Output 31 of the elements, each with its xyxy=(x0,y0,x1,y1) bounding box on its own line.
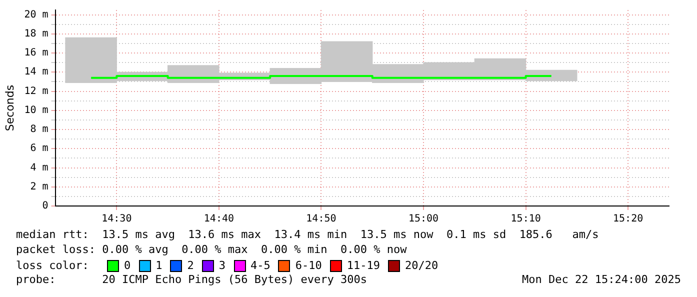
text: median rtt: 13.5 ms avg 13.6 ms max 13.4 ms min 13.5 ms now 0.1 ms sd 185.6 am/s xyxy=(16,228,600,243)
text: 6-10 xyxy=(294,259,322,272)
y-tick-label: 2 m xyxy=(30,181,48,192)
text: 0 xyxy=(123,259,131,272)
y-tick-label: 16 m xyxy=(24,48,48,59)
text: probe: 20 ICMP Echo Pings (56 Bytes) every 300s xyxy=(16,273,367,288)
y-tick-label: 18 m xyxy=(24,28,48,40)
text: 4-5 xyxy=(250,259,270,272)
text: packet loss: 0.00 % avg 0.00 % max 0.00 % min 0.00 % now xyxy=(16,243,408,258)
text: 3 xyxy=(218,259,226,272)
x-tick-label: 15:00 xyxy=(408,214,439,225)
text: 2 xyxy=(186,259,194,272)
y-axis-title: Seconds xyxy=(3,84,16,132)
y-tick-label: 8 m xyxy=(30,124,48,136)
y-tick-label: 0 xyxy=(42,200,48,212)
x-tick-label: 14:50 xyxy=(306,214,336,225)
y-tick-label: 4 m xyxy=(30,162,48,174)
y-tick-label: 12 m xyxy=(24,86,48,97)
y-tick-label: 6 m xyxy=(30,143,48,154)
text: 11-19 xyxy=(346,259,380,272)
y-tick-label: 10 m xyxy=(24,104,48,116)
x-tick-label: 14:40 xyxy=(204,214,234,225)
text: 1 xyxy=(154,259,162,272)
x-tick-label: 15:10 xyxy=(510,214,541,225)
text: loss color: xyxy=(16,259,90,272)
x-tick-label: 14:30 xyxy=(102,214,132,225)
text: 20/20 xyxy=(404,259,438,272)
y-tick-label: 20 m xyxy=(24,9,48,20)
text: Mon Dec 22 15:24:00 2025 xyxy=(522,273,681,288)
x-tick-label: 15:20 xyxy=(613,214,644,225)
y-tick-label: 14 m xyxy=(24,66,48,78)
